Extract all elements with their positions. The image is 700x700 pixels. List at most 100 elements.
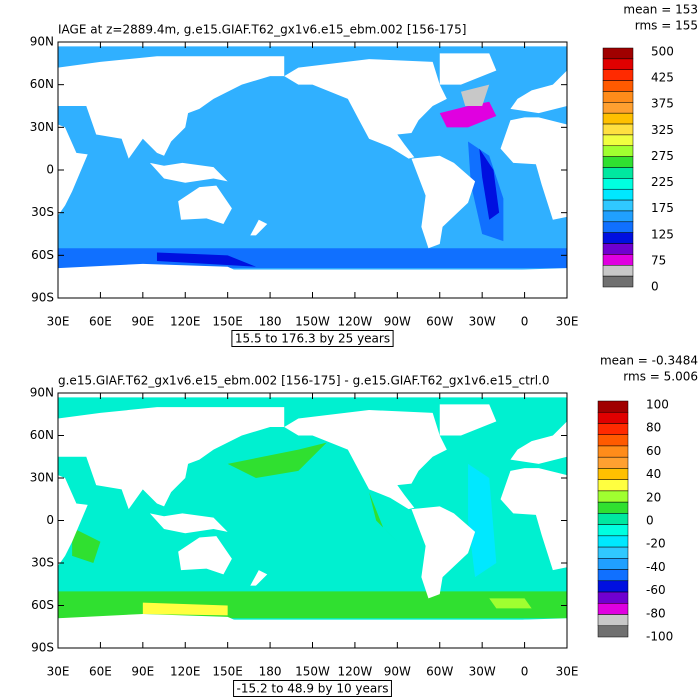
x-tick-label: 150W bbox=[295, 665, 330, 679]
x-tick-label: 0 bbox=[521, 315, 529, 329]
colorbar-box bbox=[597, 535, 629, 548]
y-tick-label: 0 bbox=[46, 513, 54, 527]
colorbar-label: 225 bbox=[651, 175, 674, 189]
colorbar-box bbox=[602, 134, 634, 147]
colorbar-box bbox=[597, 513, 629, 525]
colorbar-box bbox=[602, 156, 634, 168]
rms-label: rms = 5.006 bbox=[623, 370, 698, 384]
colorbar-box bbox=[597, 423, 629, 435]
colorbar-label: 20 bbox=[646, 490, 661, 504]
y-tick-label: 90S bbox=[31, 291, 54, 305]
land bbox=[439, 53, 497, 85]
colorbar-label: 325 bbox=[651, 123, 674, 137]
y-tick-label: 60N bbox=[30, 77, 54, 91]
x-tick-label: 150E bbox=[212, 665, 243, 679]
x-tick-label: 90W bbox=[384, 315, 411, 329]
y-tick-label: 30S bbox=[31, 205, 54, 219]
x-tick-label: 180 bbox=[259, 665, 282, 679]
field-patch bbox=[58, 248, 567, 269]
field-patch bbox=[460, 84, 490, 106]
colorbar-box bbox=[597, 434, 629, 447]
land bbox=[58, 124, 88, 216]
colorbar-label: -20 bbox=[646, 537, 666, 551]
colorbar-box bbox=[602, 91, 634, 103]
colorbar-box bbox=[602, 58, 634, 70]
x-tick-label: 60E bbox=[89, 665, 112, 679]
x-tick-label: 30E bbox=[556, 315, 579, 329]
colorbar-box bbox=[597, 591, 629, 604]
colorbar-box bbox=[602, 167, 634, 179]
colorbar-label: 75 bbox=[651, 253, 666, 267]
colorbar-box bbox=[602, 69, 634, 81]
x-tick-label: 30E bbox=[47, 315, 70, 329]
x-tick-label: 30E bbox=[47, 665, 70, 679]
land bbox=[500, 468, 567, 571]
colorbar-box bbox=[597, 468, 629, 480]
x-tick-label: 30E bbox=[556, 665, 579, 679]
colorbar-box bbox=[597, 400, 629, 413]
colorbar-box bbox=[602, 254, 634, 266]
x-tick-label: 120E bbox=[170, 665, 201, 679]
colorbar-box bbox=[597, 479, 629, 492]
colorbar-label: -60 bbox=[646, 583, 666, 597]
info-label: -15.2 to 48.9 by 10 years bbox=[237, 682, 389, 696]
colorbar-box bbox=[602, 232, 634, 244]
x-tick-label: 90E bbox=[131, 665, 154, 679]
land bbox=[510, 421, 567, 464]
field-patch bbox=[489, 598, 532, 609]
colorbar-label: 500 bbox=[651, 45, 674, 59]
colorbar-box bbox=[602, 210, 634, 223]
colorbar-box bbox=[597, 580, 629, 593]
colorbar-box bbox=[602, 145, 634, 157]
colorbar-box bbox=[602, 80, 634, 92]
x-tick-label: 120W bbox=[338, 665, 373, 679]
rms-label: rms = 155 bbox=[635, 19, 698, 33]
x-tick-label: 120W bbox=[338, 315, 373, 329]
colorbar-label: 80 bbox=[646, 421, 661, 435]
info-box bbox=[231, 330, 394, 347]
y-tick-label: 30S bbox=[31, 556, 54, 570]
colorbar-box bbox=[597, 558, 629, 570]
x-tick-label: 90W bbox=[384, 665, 411, 679]
field-patch bbox=[156, 252, 256, 267]
info-box bbox=[233, 680, 392, 697]
colorbar-label: 125 bbox=[651, 227, 674, 241]
land bbox=[58, 263, 567, 298]
y-tick-label: 90S bbox=[31, 641, 54, 655]
land bbox=[411, 155, 476, 249]
info-label: 15.5 to 176.3 by 25 years bbox=[235, 332, 390, 346]
field-patch bbox=[479, 148, 500, 220]
colorbar-label: 175 bbox=[651, 201, 674, 215]
colorbar-label: -80 bbox=[646, 606, 666, 620]
colorbar-label: 275 bbox=[651, 149, 674, 163]
colorbar-label: 60 bbox=[646, 444, 661, 458]
land bbox=[178, 536, 232, 575]
x-tick-label: 60W bbox=[426, 665, 453, 679]
x-tick-label: 150W bbox=[295, 315, 330, 329]
y-tick-label: 60S bbox=[31, 598, 54, 612]
colorbar-box bbox=[597, 524, 629, 537]
colorbar-box bbox=[597, 501, 629, 514]
colorbar-box bbox=[597, 411, 629, 424]
colorbar-label: 375 bbox=[651, 97, 674, 111]
colorbar-box bbox=[597, 456, 629, 469]
land bbox=[58, 614, 567, 648]
colorbar-box bbox=[602, 102, 634, 114]
x-tick-label: 150E bbox=[212, 315, 243, 329]
colorbar-label: 425 bbox=[651, 71, 674, 85]
x-tick-label: 30W bbox=[469, 315, 496, 329]
colorbar-label: -100 bbox=[646, 630, 673, 644]
mean-label: mean = 153 bbox=[623, 3, 698, 17]
colorbar-box bbox=[597, 546, 629, 559]
y-tick-label: 30N bbox=[30, 120, 54, 134]
colorbar-box bbox=[602, 112, 634, 125]
colorbar-label: 0 bbox=[651, 280, 659, 294]
mean-label: mean = -0.3484 bbox=[600, 354, 698, 368]
panel-title: g.e15.GIAF.T62_gx1v6.e15_ebm.002 [156-17… bbox=[58, 374, 549, 388]
field-patch bbox=[142, 602, 228, 616]
land bbox=[284, 59, 447, 159]
land bbox=[250, 570, 268, 586]
colorbar-box bbox=[602, 221, 634, 233]
colorbar-label: -40 bbox=[646, 560, 666, 574]
